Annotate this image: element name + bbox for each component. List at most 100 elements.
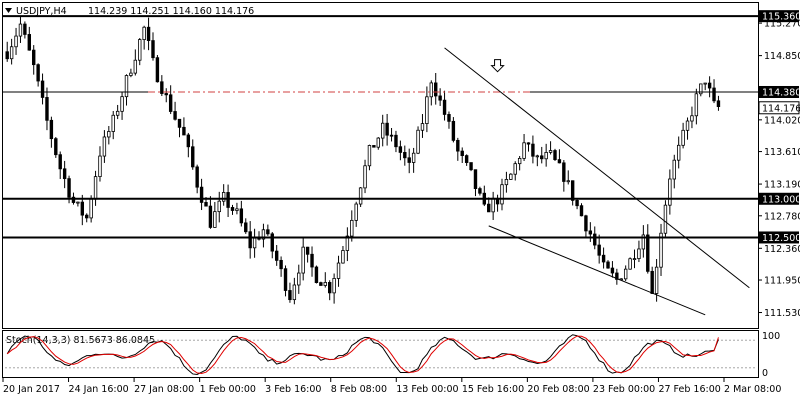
candle-body — [447, 114, 451, 122]
candle-body — [301, 246, 305, 274]
candle-body — [544, 152, 548, 160]
time-tick-label: 1 Feb 00:00 — [200, 384, 256, 395]
candle-body — [716, 100, 721, 107]
candle-body — [191, 146, 195, 168]
ohlc-header: 114.239 114.251 114.160 114.176 — [88, 6, 254, 17]
candle-body — [133, 59, 138, 74]
current-price-label: 114.176 — [762, 103, 800, 114]
stochastic-signal-line — [6, 335, 719, 375]
candle-body — [62, 168, 67, 180]
candle-body — [381, 122, 385, 139]
price-tick-label: 113.610 — [764, 147, 800, 158]
trendline — [488, 225, 706, 316]
candle-body — [54, 138, 58, 156]
candle-body — [646, 234, 650, 272]
candle-body — [27, 34, 31, 51]
candle-body — [213, 211, 217, 228]
candle-body — [173, 111, 177, 120]
candle-body — [177, 118, 182, 128]
candle-body — [367, 145, 372, 167]
candle-body — [394, 134, 398, 148]
candle-body — [45, 97, 49, 121]
candle-body — [584, 215, 588, 232]
candle-body — [292, 284, 297, 301]
candle-body — [151, 40, 155, 59]
time-tick-label: 3 Feb 16:00 — [265, 384, 321, 395]
candle-body — [425, 96, 429, 124]
candle-body — [672, 159, 676, 180]
stochastic-panel[interactable] — [2, 330, 759, 378]
candle-body — [641, 234, 646, 250]
stochastic-tick-label: 100 — [762, 331, 780, 342]
candle-body — [575, 199, 579, 207]
price-tick-label: 112.360 — [764, 244, 800, 255]
level-price-box — [759, 85, 799, 98]
candle-body — [460, 150, 464, 156]
collapse-triangle-icon[interactable] — [5, 8, 12, 13]
candle-body — [208, 205, 213, 228]
candle-body — [155, 57, 160, 83]
candle-body — [610, 267, 615, 274]
candle-body — [562, 162, 566, 182]
trendline — [444, 47, 750, 289]
price-panel[interactable] — [2, 2, 759, 329]
candle-body — [676, 144, 681, 161]
price-tick-label: 114.020 — [764, 115, 800, 126]
level-price-box — [759, 192, 799, 205]
candle-body — [579, 205, 584, 217]
symbol-header: USDJPY,H4 — [16, 6, 67, 17]
level-price-label: 112.500 — [762, 233, 800, 244]
candle-body — [628, 258, 632, 270]
candle-body — [531, 143, 535, 157]
candle-body — [319, 282, 323, 286]
level-price-label: 115.360 — [762, 12, 800, 23]
candle-body — [111, 114, 115, 132]
candle-body — [389, 134, 394, 137]
candle-body — [376, 137, 380, 148]
candle-body — [288, 290, 292, 301]
candle-body — [707, 82, 712, 89]
time-axis: 20 Jan 2017 24 Jan 16:00 27 Jan 08:00 1 Feb… — [2, 378, 781, 395]
candle-body — [429, 82, 434, 98]
candle-body — [500, 184, 504, 205]
candle-body — [593, 233, 597, 246]
candle-body — [588, 230, 593, 235]
time-tick-label: 20 Feb 08:00 — [527, 384, 589, 395]
candle-body — [80, 201, 85, 216]
time-tick-label: 27 Feb 16:00 — [658, 384, 720, 395]
stochastic-axis: 100 0 — [762, 331, 780, 379]
candle-body — [40, 80, 45, 98]
stochastic-lines — [5, 334, 756, 376]
candle-body — [403, 152, 407, 159]
candle-body — [221, 192, 226, 202]
candle-body — [107, 131, 111, 138]
price-tick-label: 111.530 — [764, 308, 800, 319]
candle-body — [142, 26, 146, 40]
candle-body — [5, 51, 9, 60]
candle-body — [138, 39, 142, 61]
candle-body — [71, 196, 76, 203]
candle-body — [14, 35, 18, 48]
candle-body — [685, 120, 690, 131]
candle-body — [478, 188, 482, 194]
candle-body — [615, 272, 619, 280]
candle-body — [67, 178, 71, 198]
candle-body — [535, 155, 540, 158]
candle-body — [23, 23, 27, 35]
candle-body — [522, 142, 526, 159]
candle-body — [182, 126, 186, 136]
candle-body — [504, 179, 509, 186]
candle-body — [456, 139, 460, 152]
candle-body — [526, 142, 531, 145]
candle-body — [491, 197, 495, 213]
level-price-box — [759, 231, 799, 244]
candle-body — [252, 237, 257, 249]
candle-body — [654, 266, 659, 294]
candle-body — [239, 208, 244, 224]
candle-body — [372, 145, 376, 148]
candle-body — [230, 207, 235, 211]
candle-body — [681, 129, 685, 146]
candle-body — [540, 155, 544, 160]
candle-body — [566, 180, 570, 183]
